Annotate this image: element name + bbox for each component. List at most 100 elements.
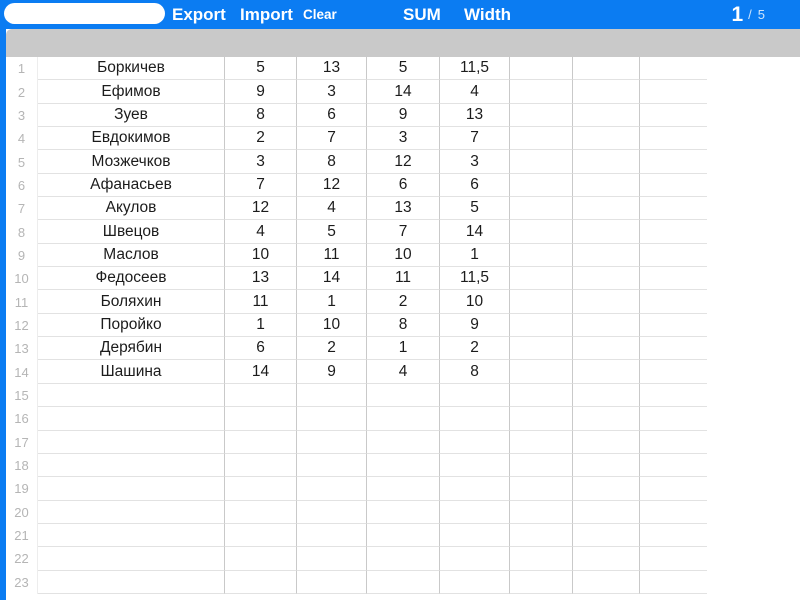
cell[interactable]: 12 (225, 197, 297, 221)
cell[interactable] (510, 243, 573, 268)
cell[interactable]: 4 (225, 220, 297, 244)
cell[interactable] (225, 453, 297, 478)
cell[interactable]: 12 (367, 150, 440, 174)
cell[interactable]: 4 (297, 197, 367, 221)
cell[interactable]: 2 (225, 127, 297, 151)
cell[interactable] (640, 220, 707, 244)
cell[interactable] (573, 570, 640, 594)
cell[interactable] (510, 103, 573, 128)
cell[interactable] (573, 267, 640, 291)
import-button[interactable]: Import (240, 0, 293, 29)
cell[interactable]: 8 (367, 313, 440, 338)
cell[interactable] (573, 150, 640, 174)
export-button[interactable]: Export (172, 0, 226, 29)
cell[interactable] (573, 243, 640, 268)
cell[interactable] (440, 453, 510, 478)
cell[interactable] (225, 407, 297, 431)
cell[interactable]: 13 (297, 57, 367, 81)
cell[interactable]: 5 (440, 197, 510, 221)
cell[interactable] (640, 431, 707, 454)
cell[interactable] (367, 430, 440, 454)
cell[interactable]: 6 (225, 337, 297, 361)
cell[interactable] (640, 477, 707, 501)
cell[interactable] (440, 570, 510, 594)
cell[interactable]: 3 (440, 150, 510, 174)
cell[interactable] (573, 337, 640, 361)
cell[interactable] (510, 337, 573, 361)
cell[interactable] (573, 383, 640, 408)
cell[interactable]: 14 (367, 80, 440, 104)
cell[interactable]: 13 (367, 197, 440, 221)
cell[interactable] (225, 570, 297, 594)
cell[interactable]: 13 (225, 267, 297, 291)
cell[interactable] (510, 173, 573, 198)
cell[interactable]: 7 (297, 127, 367, 151)
cell[interactable] (367, 453, 440, 478)
cell-name[interactable] (38, 500, 225, 524)
cell[interactable] (297, 523, 367, 548)
width-button[interactable]: Width (464, 0, 511, 29)
cell[interactable] (640, 314, 707, 338)
cell[interactable] (297, 407, 367, 431)
cell[interactable]: 11 (367, 267, 440, 291)
cell[interactable] (510, 267, 573, 291)
cell[interactable] (640, 80, 707, 104)
cell[interactable] (640, 454, 707, 478)
cell[interactable] (573, 477, 640, 501)
cell[interactable] (640, 384, 707, 408)
cell[interactable] (510, 220, 573, 244)
cell[interactable]: 6 (367, 173, 440, 198)
cell[interactable] (640, 524, 707, 548)
cell[interactable] (510, 360, 573, 384)
cell[interactable] (640, 407, 707, 431)
cell[interactable] (510, 197, 573, 221)
cell[interactable] (640, 104, 707, 128)
cell[interactable] (640, 197, 707, 221)
cell-name[interactable]: Поройко (38, 313, 225, 338)
cell-name[interactable] (38, 383, 225, 408)
clear-button[interactable]: Clear (303, 0, 337, 29)
cell[interactable]: 9 (367, 103, 440, 128)
cell[interactable]: 10 (297, 313, 367, 338)
cell[interactable]: 9 (225, 80, 297, 104)
cell[interactable]: 3 (297, 80, 367, 104)
cell[interactable] (510, 453, 573, 478)
cell[interactable]: 2 (297, 337, 367, 361)
cell[interactable] (225, 430, 297, 454)
cell-name[interactable] (38, 547, 225, 571)
toolbar-text-input[interactable] (4, 3, 165, 24)
cell[interactable]: 8 (440, 360, 510, 384)
cell[interactable] (573, 313, 640, 338)
cell-name[interactable]: Швецов (38, 220, 225, 244)
cell[interactable]: 10 (440, 290, 510, 314)
cell[interactable] (225, 477, 297, 501)
cell[interactable] (640, 337, 707, 361)
cell[interactable] (510, 547, 573, 571)
cell[interactable]: 12 (297, 173, 367, 198)
cell[interactable]: 2 (440, 337, 510, 361)
cell[interactable] (440, 430, 510, 454)
cell-name[interactable]: Мозжечков (38, 150, 225, 174)
cell[interactable] (640, 360, 707, 384)
cell[interactable]: 3 (367, 127, 440, 151)
cell[interactable]: 13 (440, 103, 510, 128)
cell-name[interactable]: Зуев (38, 103, 225, 128)
cell[interactable] (440, 407, 510, 431)
cell[interactable] (510, 477, 573, 501)
cell[interactable] (510, 430, 573, 454)
page-indicator[interactable]: 1 / 5 (731, 0, 766, 29)
cell[interactable] (297, 383, 367, 408)
cell[interactable] (573, 173, 640, 198)
cell[interactable]: 11,5 (440, 57, 510, 81)
cell[interactable] (573, 523, 640, 548)
cell-name[interactable]: Маслов (38, 243, 225, 268)
cell[interactable]: 6 (440, 173, 510, 198)
cell-name[interactable]: Ефимов (38, 80, 225, 104)
cell[interactable] (573, 360, 640, 384)
cell[interactable] (510, 290, 573, 314)
cell-name[interactable]: Дерябин (38, 337, 225, 361)
cell[interactable] (573, 80, 640, 104)
cell[interactable] (367, 500, 440, 524)
cell[interactable] (510, 57, 573, 81)
cell[interactable] (367, 547, 440, 571)
